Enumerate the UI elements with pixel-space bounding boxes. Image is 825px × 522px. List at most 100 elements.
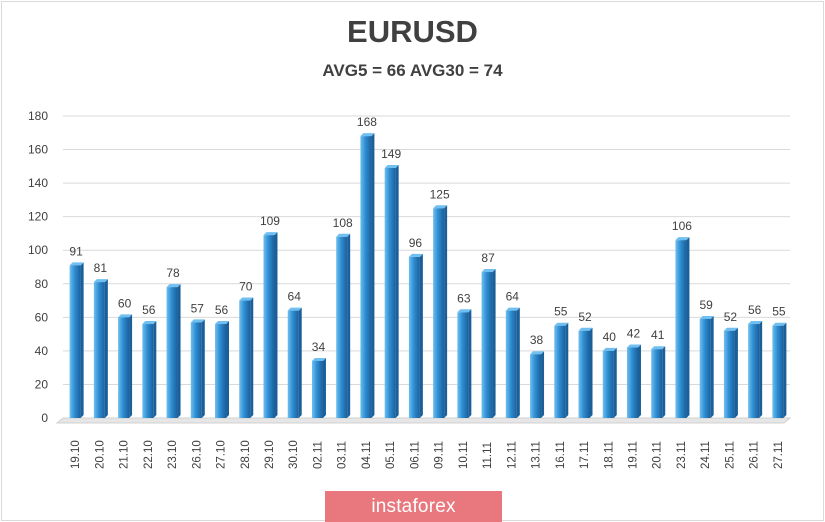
bar xyxy=(263,235,275,418)
x-tick-label: 16.11 xyxy=(555,441,567,469)
bar-top xyxy=(433,205,448,209)
bar-value-label: 41 xyxy=(651,328,665,342)
bar xyxy=(93,282,105,418)
y-tick-label: 20 xyxy=(35,377,49,391)
bar xyxy=(602,350,614,418)
bar xyxy=(408,256,420,418)
chart-floor xyxy=(55,417,792,424)
bar-value-label: 56 xyxy=(142,303,156,317)
x-tick-label: 03.11 xyxy=(337,441,349,469)
bar xyxy=(699,319,711,418)
bar-value-label: 52 xyxy=(724,310,738,324)
bar xyxy=(772,325,784,418)
bar-side xyxy=(395,165,399,418)
bar-value-label: 64 xyxy=(506,290,520,304)
x-tick-label: 24.11 xyxy=(700,441,712,469)
bar-top xyxy=(384,165,399,169)
bar xyxy=(69,265,81,418)
bar-top xyxy=(311,357,326,361)
bar-top xyxy=(602,347,617,351)
bar-value-label: 91 xyxy=(69,244,83,258)
bar-value-label: 96 xyxy=(409,236,423,250)
x-tick-label: 10.11 xyxy=(458,441,470,469)
bar xyxy=(505,310,517,418)
x-tick-label: 26.11 xyxy=(749,441,761,469)
x-tick-label: 06.11 xyxy=(409,441,421,469)
bar-value-label: 57 xyxy=(191,301,205,315)
chart-title: EURUSD xyxy=(347,14,478,49)
bar-value-label: 87 xyxy=(481,251,495,265)
bar xyxy=(481,272,493,418)
bar xyxy=(311,360,323,418)
x-tick-label: 12.11 xyxy=(506,441,518,469)
x-tick-label: 20.11 xyxy=(652,441,664,469)
bar-side xyxy=(371,133,375,418)
bar-side xyxy=(274,232,278,418)
bar-value-label: 56 xyxy=(215,303,229,317)
chart-subtitle: AVG5 = 66 AVG30 = 74 xyxy=(322,61,503,80)
bar-side xyxy=(129,314,133,418)
bar-value-label: 63 xyxy=(457,291,471,305)
bar-side xyxy=(322,357,326,418)
x-tick-label: 23.10 xyxy=(167,440,179,469)
bar-top xyxy=(457,309,472,313)
x-tick-label: 17.11 xyxy=(579,441,591,469)
x-tick-label: 25.11 xyxy=(724,441,736,469)
bar-value-label: 108 xyxy=(333,216,353,230)
bar-side xyxy=(565,322,569,418)
bar-top xyxy=(166,284,181,288)
bar-top xyxy=(118,314,133,318)
bar-side xyxy=(444,205,448,418)
bar-side xyxy=(492,269,496,418)
x-tick-label: 23.11 xyxy=(676,441,688,469)
x-tick-label: 11.11 xyxy=(482,442,494,469)
bar-top xyxy=(675,237,690,241)
bar-top xyxy=(142,321,157,325)
y-tick-label: 60 xyxy=(35,310,49,324)
bar-value-label: 56 xyxy=(748,303,762,317)
bar-side xyxy=(637,344,641,418)
bar-value-label: 106 xyxy=(672,219,692,233)
bar-side xyxy=(347,233,351,418)
x-tick-label: 22.10 xyxy=(143,440,155,469)
bar-side xyxy=(80,262,84,418)
bar xyxy=(530,354,542,418)
x-tick-label: 04.11 xyxy=(361,441,373,469)
bar-top xyxy=(263,232,278,236)
bar xyxy=(457,312,469,418)
bar xyxy=(142,324,154,418)
bar-value-label: 81 xyxy=(94,261,108,275)
bar xyxy=(118,317,130,418)
x-tick-label: 27.11 xyxy=(773,441,785,469)
bar-top xyxy=(651,346,666,350)
bar-side xyxy=(468,309,472,418)
x-tick-label: 19.11 xyxy=(627,441,639,469)
bar-side xyxy=(662,346,666,418)
bar-top xyxy=(772,322,787,326)
bar-side xyxy=(589,327,593,418)
bar-top xyxy=(408,253,423,257)
bar xyxy=(215,324,227,418)
y-tick-label: 120 xyxy=(28,210,48,224)
bar-value-label: 34 xyxy=(312,340,326,354)
bar-side xyxy=(686,237,690,418)
bar-value-label: 64 xyxy=(288,290,302,304)
y-tick-label: 100 xyxy=(28,243,48,257)
bar-side xyxy=(783,322,787,418)
bar-top xyxy=(505,307,520,311)
x-tick-label: 30.10 xyxy=(288,440,300,469)
bar xyxy=(384,168,396,418)
bar-side xyxy=(759,321,763,418)
bar-side xyxy=(177,284,181,418)
bar-side xyxy=(250,297,254,418)
y-tick-label: 160 xyxy=(28,143,48,157)
bar-top xyxy=(748,321,763,325)
bar-top xyxy=(578,327,593,331)
watermark-text: instaforex xyxy=(371,495,456,517)
bar-top xyxy=(215,321,230,325)
bar-value-label: 52 xyxy=(578,310,592,324)
bar-side xyxy=(226,321,230,418)
bar-value-label: 70 xyxy=(239,280,253,294)
y-tick-label: 0 xyxy=(41,411,48,425)
